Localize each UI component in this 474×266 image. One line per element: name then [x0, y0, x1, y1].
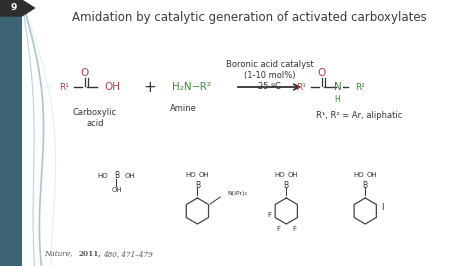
Text: 480, 471–479: 480, 471–479 — [103, 250, 153, 258]
Text: −R²: −R² — [191, 82, 211, 92]
Text: R²: R² — [356, 82, 365, 92]
Text: H: H — [335, 94, 340, 103]
Text: H₂N: H₂N — [172, 82, 191, 92]
Text: OH: OH — [105, 82, 121, 92]
Text: Carboxylic
acid: Carboxylic acid — [73, 108, 117, 128]
Text: Amine: Amine — [170, 104, 197, 113]
Text: B: B — [363, 181, 368, 189]
Text: Amidation by catalytic generation of activated carboxylates: Amidation by catalytic generation of act… — [73, 11, 427, 24]
Text: R¹: R¹ — [59, 82, 69, 92]
Text: HO: HO — [353, 172, 364, 178]
Text: O: O — [318, 68, 326, 78]
Text: F: F — [276, 226, 280, 232]
Text: Nature,: Nature, — [45, 250, 73, 258]
Text: HO: HO — [274, 172, 285, 178]
Text: OH: OH — [111, 187, 122, 193]
Text: R¹, R² = Ar, aliphatic: R¹, R² = Ar, aliphatic — [316, 111, 402, 120]
Text: F: F — [292, 226, 296, 232]
Text: F: F — [267, 212, 272, 218]
Text: N: N — [334, 82, 341, 92]
Text: Boronic acid catalyst
(1-10 mol%)
25 ºC: Boronic acid catalyst (1-10 mol%) 25 ºC — [226, 60, 313, 91]
Text: B: B — [114, 172, 119, 181]
Polygon shape — [0, 0, 35, 16]
Text: 2011,: 2011, — [79, 250, 102, 258]
Text: HO: HO — [185, 172, 196, 178]
Text: 9: 9 — [10, 3, 17, 13]
Text: N(iPr)₂: N(iPr)₂ — [227, 190, 247, 196]
Text: I: I — [381, 203, 383, 213]
Text: B: B — [195, 181, 200, 189]
Text: OH: OH — [199, 172, 210, 178]
Text: OH: OH — [125, 173, 136, 179]
Text: O: O — [81, 68, 89, 78]
Text: OH: OH — [367, 172, 377, 178]
Text: B: B — [284, 181, 289, 189]
Text: +: + — [144, 80, 156, 94]
Text: OH: OH — [288, 172, 299, 178]
Text: R¹: R¹ — [296, 82, 306, 92]
FancyBboxPatch shape — [0, 0, 22, 266]
Text: HO: HO — [97, 173, 108, 179]
